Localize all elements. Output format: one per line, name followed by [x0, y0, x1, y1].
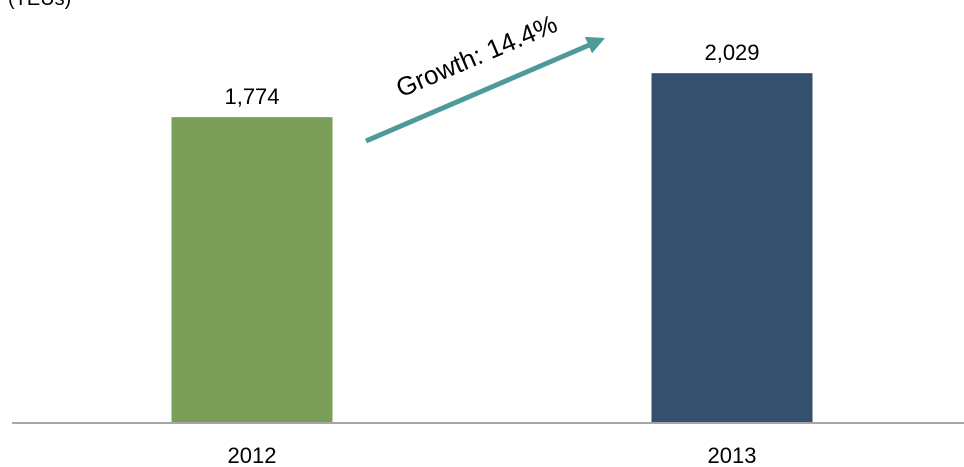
labels-group: 1,774 2012 2,029 2013	[224, 40, 759, 467]
bars-group	[171, 73, 813, 423]
growth-arrow-line	[365, 40, 595, 144]
data-label-2013: 2,029	[704, 40, 759, 65]
x-tick-label-2013: 2013	[708, 443, 757, 467]
growth-annotation-text: Growth: 14.4%	[391, 8, 561, 103]
growth-arrow-head-icon	[584, 36, 605, 54]
data-label-2012: 1,774	[224, 84, 279, 109]
bar-2012	[171, 117, 333, 423]
growth-annotation: Growth: 14.4%	[365, 8, 605, 144]
bar-2013	[651, 73, 813, 423]
unit-label: (TEUs)	[8, 0, 71, 11]
x-tick-label-2012: 2012	[228, 443, 277, 467]
